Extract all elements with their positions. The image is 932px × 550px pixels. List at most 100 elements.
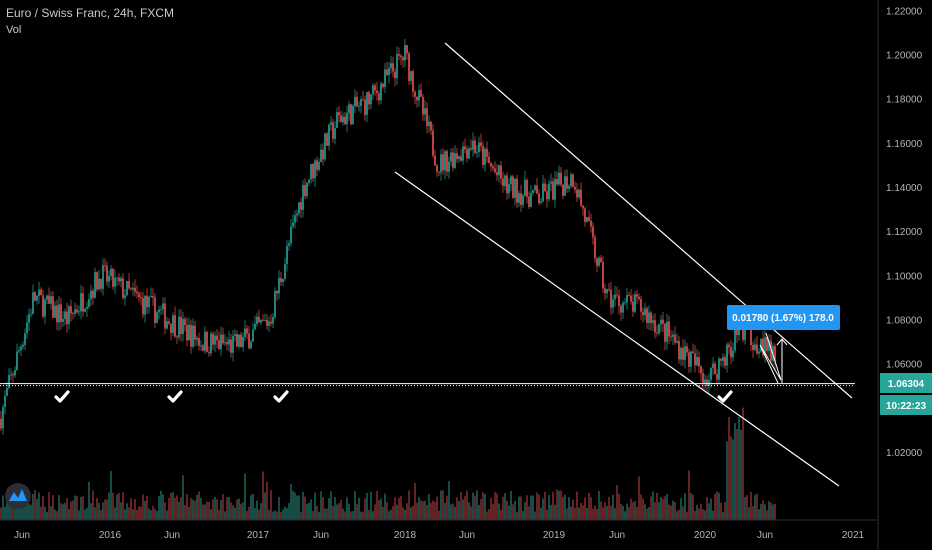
candle-body xyxy=(106,265,108,282)
candle-body xyxy=(424,108,426,115)
volume-bar xyxy=(656,492,658,520)
volume-bar xyxy=(358,497,360,520)
volume-bar xyxy=(556,489,558,520)
volume-bar xyxy=(714,493,716,520)
volume-bar xyxy=(482,492,484,520)
volume-bar xyxy=(544,491,546,520)
volume-bar xyxy=(102,502,104,520)
volume-bar xyxy=(364,498,366,520)
volume-bar xyxy=(468,502,470,520)
wedge-pattern xyxy=(759,332,782,384)
volume-bar xyxy=(160,490,162,520)
candle-body xyxy=(138,293,140,298)
candle-body xyxy=(8,375,10,389)
volume-bar xyxy=(524,502,526,520)
volume-bar xyxy=(326,508,328,520)
candle-body xyxy=(380,83,382,101)
channel-upper-line[interactable] xyxy=(444,42,853,399)
candle-body xyxy=(208,352,210,354)
candle-body xyxy=(144,295,146,315)
volume-bar xyxy=(272,511,274,520)
candle-body xyxy=(80,293,82,312)
y-axis[interactable]: 1.22000 1.20000 1.18000 1.16000 1.14000 1.120… xyxy=(886,6,923,458)
candle-body xyxy=(174,315,176,337)
volume-bar xyxy=(174,497,176,520)
volume-bar xyxy=(62,504,64,520)
volume-bar xyxy=(280,511,282,520)
volume-bar xyxy=(528,506,530,520)
volume-bar xyxy=(356,504,358,520)
measure-label-box[interactable]: 0.01780 (1.67%) 178.0 xyxy=(727,305,840,330)
x-tick-label: Jun xyxy=(313,530,329,541)
candle-body xyxy=(176,336,178,338)
volume-bar xyxy=(638,476,640,520)
volume-bar xyxy=(60,503,62,520)
volume-bar xyxy=(80,497,82,520)
candle-body xyxy=(38,289,40,297)
candle-body xyxy=(146,295,148,308)
volume-bar xyxy=(136,509,138,520)
x-axis[interactable]: Jun 2016 Jun 2017 Jun 2018 Jun 2019 Jun 2020 Jun 20… xyxy=(14,530,865,541)
volume-bar xyxy=(562,496,564,520)
candle-body xyxy=(420,90,422,98)
volume-bar xyxy=(328,498,330,520)
candle-body xyxy=(150,295,152,298)
candle-body xyxy=(160,309,162,310)
candle-body xyxy=(122,278,124,298)
candle-body xyxy=(130,288,132,290)
candle-body xyxy=(182,319,184,335)
volume-bar xyxy=(446,495,448,520)
volume-bar xyxy=(224,511,226,520)
volume-bar xyxy=(636,506,638,520)
volume-bar xyxy=(504,493,506,520)
candle-body xyxy=(626,295,628,303)
channel-lower-line[interactable] xyxy=(394,171,840,487)
volume-bar xyxy=(90,503,92,520)
candle-body xyxy=(586,217,588,222)
volume-bar xyxy=(642,498,644,520)
volume-bar xyxy=(590,497,592,520)
candle-body xyxy=(664,323,666,342)
volume-bar xyxy=(700,503,702,520)
volume-bar xyxy=(288,503,290,520)
logo-icon[interactable] xyxy=(5,483,31,509)
volume-bar xyxy=(698,508,700,520)
volume-bar xyxy=(750,491,752,520)
candle-body xyxy=(236,334,238,347)
candle-body xyxy=(22,344,24,347)
candle-body xyxy=(510,176,512,185)
volume-bar xyxy=(230,502,232,520)
candle-body xyxy=(516,178,518,203)
candle-body xyxy=(734,328,736,351)
candle-body xyxy=(302,185,304,210)
candle-body xyxy=(262,319,264,321)
volume-bar xyxy=(604,502,606,520)
volume-bar xyxy=(496,493,498,520)
candle-body xyxy=(642,311,644,316)
volume-bar xyxy=(348,503,350,520)
candle-body xyxy=(754,344,756,350)
candle-body xyxy=(76,309,78,313)
price-series xyxy=(0,38,776,436)
volume-bar xyxy=(376,490,378,520)
candle-body xyxy=(298,202,300,214)
volume-bar xyxy=(8,500,10,520)
candle-body xyxy=(534,185,536,190)
volume-bar xyxy=(304,496,306,520)
candle-body xyxy=(546,191,548,200)
candle-body xyxy=(688,352,690,367)
candle-body xyxy=(494,168,496,173)
volume-bar xyxy=(64,502,66,520)
volume-bar xyxy=(406,503,408,520)
volume-bar xyxy=(616,485,618,520)
volume-bar xyxy=(476,490,478,520)
candle-body xyxy=(332,122,334,139)
volume-bar xyxy=(28,503,30,520)
candle-body xyxy=(518,193,520,203)
candle-body xyxy=(444,151,446,171)
volume-bar xyxy=(128,507,130,520)
candle-body xyxy=(338,112,340,116)
candle-body xyxy=(630,295,632,302)
volume-bar xyxy=(668,504,670,520)
